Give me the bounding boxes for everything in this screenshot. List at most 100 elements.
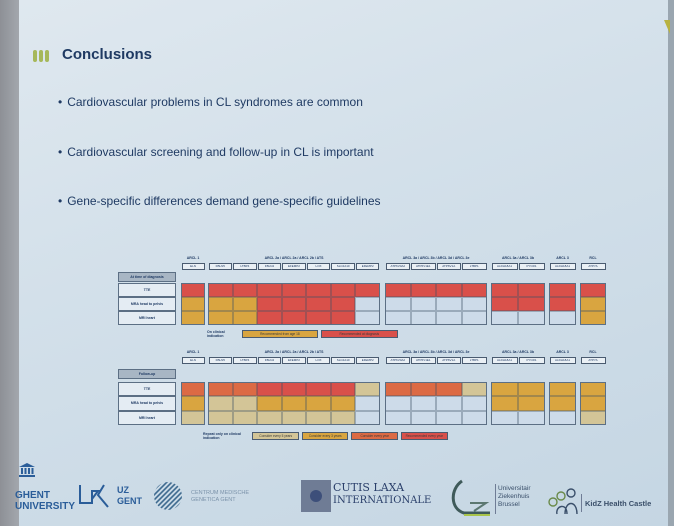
legend-label: On clinical indication [207,330,225,338]
group-outline [208,283,380,325]
group-label: ARCL 3a / ARCL 3b / ARCL 3d / ARCL 3e [402,350,470,354]
gene-box: SLC2A10 [331,263,355,270]
row-label: TTE [118,283,176,297]
uz-text-1: UZ [117,485,129,495]
gene-box: FBLN5 [208,357,233,364]
group-label: ARCL 2a / ARCL 2a / ARCL 2b / ATS [264,350,324,354]
gene-box: ATP6V0A2 [385,357,410,364]
row-header-label: Follow-up [118,369,176,379]
gene-box: LOX [306,263,331,270]
legend-swatch-red: Recommended at diagnosis [321,330,398,338]
gene-box: LTBP1 [462,357,487,364]
row-label: TTE [118,382,176,397]
group-outline [549,283,576,325]
matrix-cell-light-blue [410,297,436,311]
matrix-cell-light-blue [436,396,462,411]
gene-box: ALDH18A1 [491,357,518,364]
striped-circle-icon [154,482,182,510]
matrix-cell-orange [281,396,307,411]
legend-swatch-orange: Recommended from age 18 [241,330,319,338]
matrix-cell-tan [232,396,258,411]
gene-box: ATP7A [580,263,606,270]
ghent-text-1: GHENT [15,490,50,501]
gene-box: FBLN5 [208,263,233,270]
matrix-cell-orange [330,396,356,411]
bullet-3: Gene-specific differences demand gene-sp… [58,194,380,208]
gene-box: SLC2A10 [331,357,355,364]
group-label: ARCL 3a / ARCL 3b [501,350,535,354]
matrix-cell-orange [257,396,282,411]
legend-label: Repeat only on clinical indication [203,432,241,440]
group-label: ARCL 3 [556,350,569,354]
cutis-emblem-icon [301,480,331,512]
gene-box: ALDH18A1 [549,357,576,364]
row-label: MRI heart [118,311,176,325]
gene-box: ATP6V1E1 [411,357,436,364]
bullet-1: Cardiovascular problems in CL syndromes … [58,95,363,109]
corner-accent [664,20,670,34]
group-label: ARCL 1 [186,350,200,354]
gene-box: ATP6V1E1 [411,263,436,270]
kidz-figures-icon [548,488,578,515]
gene-box: LTBP4 [233,357,257,364]
ghent-text-2: UNIVERSITY [15,501,76,512]
group-outline [385,283,487,325]
group-outline [385,382,487,425]
matrix-cell-orange [232,297,258,311]
group-label: RCL [589,256,597,260]
group-outline [580,283,606,325]
gene-box: ATP6V1A [436,357,461,364]
gene-box: ATP7A [580,357,606,364]
legend: On clinical indication Recommended from a… [207,330,398,338]
matrix-cell-red [330,297,356,311]
matrix-cell-orange [306,396,331,411]
cutis-text-2: INTERNATIONALE [333,495,432,506]
row-label: MRA head to pelvis [118,396,176,411]
gene-box: EFEMP2 [355,357,380,364]
matrix-cell-light-blue [410,396,436,411]
matrix-cell-red [257,297,282,311]
group-label: ARCL 2a / ARCL 2a / ARCL 2b / ATS [264,256,324,260]
gene-box: LTBP1 [462,263,487,270]
gene-box: EFEMP2 [282,263,306,270]
legend-swatch-orange-red: Consider every year [351,432,399,440]
cmg-text-1: CENTRUM MEDISCHE [191,490,250,496]
legend-swatch-orange: Consider every 3 years [301,432,349,440]
gene-box: PYCR1 [518,357,545,364]
gene-box: ELN [181,357,205,364]
gene-box: ELN [181,263,205,270]
group-label: ARCL 3 [556,256,569,260]
uzb-text-3: Brussel [498,501,520,508]
uz-mark-icon [79,484,109,508]
legend-swatch-tan: Consider every 5 years [252,432,299,440]
kidz-text: KidZ Health Castle [585,499,652,508]
gene-box: LTBP4 [233,263,257,270]
gene-box: ATP6V1A [436,263,461,270]
cmg-text-2: GENETICA GENT [191,497,236,503]
group-outline [181,283,205,325]
group-outline [181,382,205,425]
uz-text-2: GENT [117,496,143,506]
gene-box: FBLN4 [257,263,282,270]
group-label: RCL [589,350,597,354]
matrix-cell-light-blue [436,297,462,311]
uzb-mark-icon [451,479,490,516]
group-outline [491,382,545,425]
background-edge [0,0,19,526]
row-label: MRA head to pelvis [118,297,176,311]
screen-edge [668,0,674,526]
uzb-text-1: Universitair [498,485,531,492]
group-label: ARCL 1 [186,256,200,260]
group-outline [491,283,545,325]
gene-box: ALDH18A1 [491,263,518,270]
group-outline [580,382,606,425]
uzb-text-2: Ziekenhuis [498,493,530,500]
title-bars-icon [33,50,49,62]
group-label: ARCL 3a / ARCL 3b / ARCL 3d / ARCL 3e [402,256,470,260]
legend: Repeat only on clinical indication Consid… [203,432,448,440]
gene-box: ATP6V0A2 [385,263,410,270]
gene-box: ALDH18A1 [549,263,576,270]
slide-title: Conclusions [62,46,153,63]
gene-box: FBLN4 [257,357,282,364]
group-outline [208,382,380,425]
